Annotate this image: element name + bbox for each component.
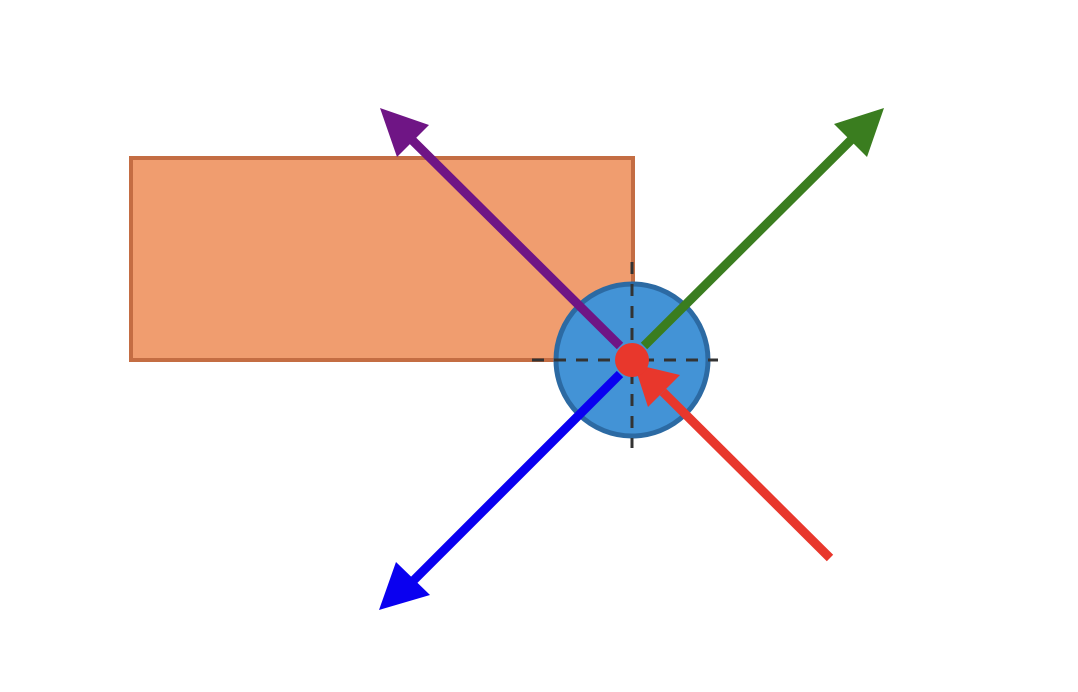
green-arrow-head — [834, 108, 884, 157]
center-point — [615, 343, 649, 377]
purple-arrow — [380, 108, 624, 350]
green-arrow-shaft — [640, 129, 862, 350]
blue-arrow-head — [379, 562, 430, 610]
block-rectangle — [129, 156, 635, 362]
green-arrow — [640, 108, 884, 350]
red-arrow-shaft — [659, 388, 834, 562]
red-arrow — [634, 364, 834, 562]
red-arrow-head — [634, 364, 680, 407]
blue-arrow — [379, 370, 624, 610]
purple-arrow-shaft — [399, 127, 624, 350]
blue-arrow-shaft — [402, 370, 624, 592]
purple-arrow-head — [380, 108, 429, 157]
